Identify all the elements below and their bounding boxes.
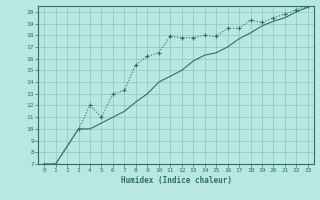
- X-axis label: Humidex (Indice chaleur): Humidex (Indice chaleur): [121, 176, 231, 185]
